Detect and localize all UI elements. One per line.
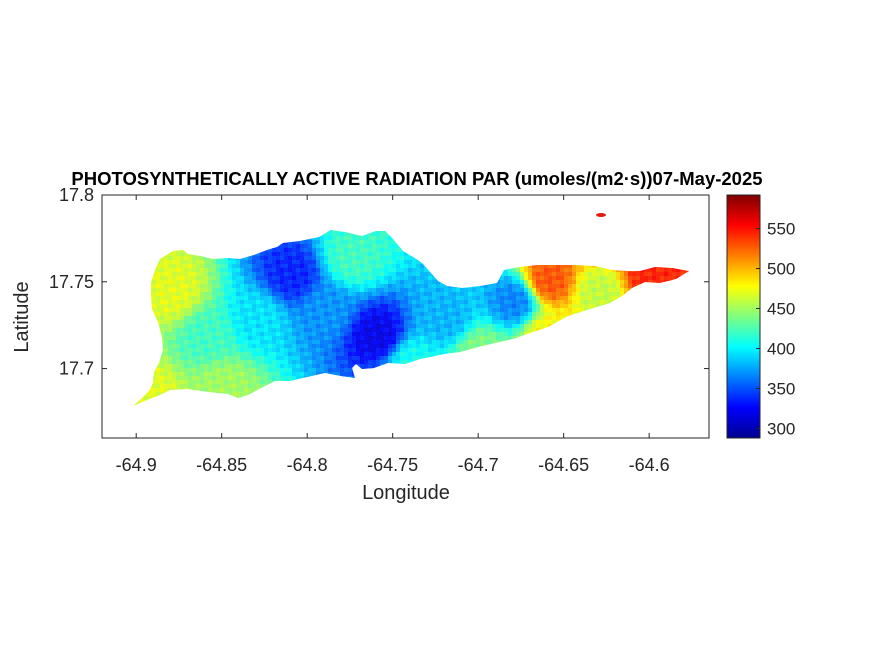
y-tick-label: 17.75 [49, 272, 94, 292]
x-tick-label: -64.85 [196, 455, 247, 475]
colorbar-tick-label: 350 [767, 379, 795, 398]
x-axis-label: Longitude [362, 482, 450, 504]
x-tick-label: -64.8 [287, 455, 328, 475]
y-axis-label: Latitude [11, 281, 33, 352]
colorbar-tick-label: 550 [767, 220, 795, 239]
y-tick-label: 17.8 [59, 185, 94, 205]
colorbar-tick-label: 500 [767, 260, 795, 279]
colorbar-tick-label: 300 [767, 419, 795, 438]
chart-title: PHOTOSYNTHETICALLY ACTIVE RADIATION PAR … [71, 168, 762, 189]
x-tick-label: -64.65 [538, 455, 589, 475]
colorbar [727, 195, 760, 438]
x-tick-label: -64.9 [116, 455, 157, 475]
y-tick-label: 17.7 [59, 359, 94, 379]
colorbar-tick-label: 450 [767, 300, 795, 319]
colorbar-tick-label: 400 [767, 339, 795, 358]
x-tick-label: -64.75 [367, 455, 418, 475]
x-tick-label: -64.7 [458, 455, 499, 475]
small-islet [596, 213, 606, 217]
x-tick-label: -64.6 [629, 455, 670, 475]
colorbar-ticks: 300 350 400 450 500 550 [756, 220, 795, 439]
